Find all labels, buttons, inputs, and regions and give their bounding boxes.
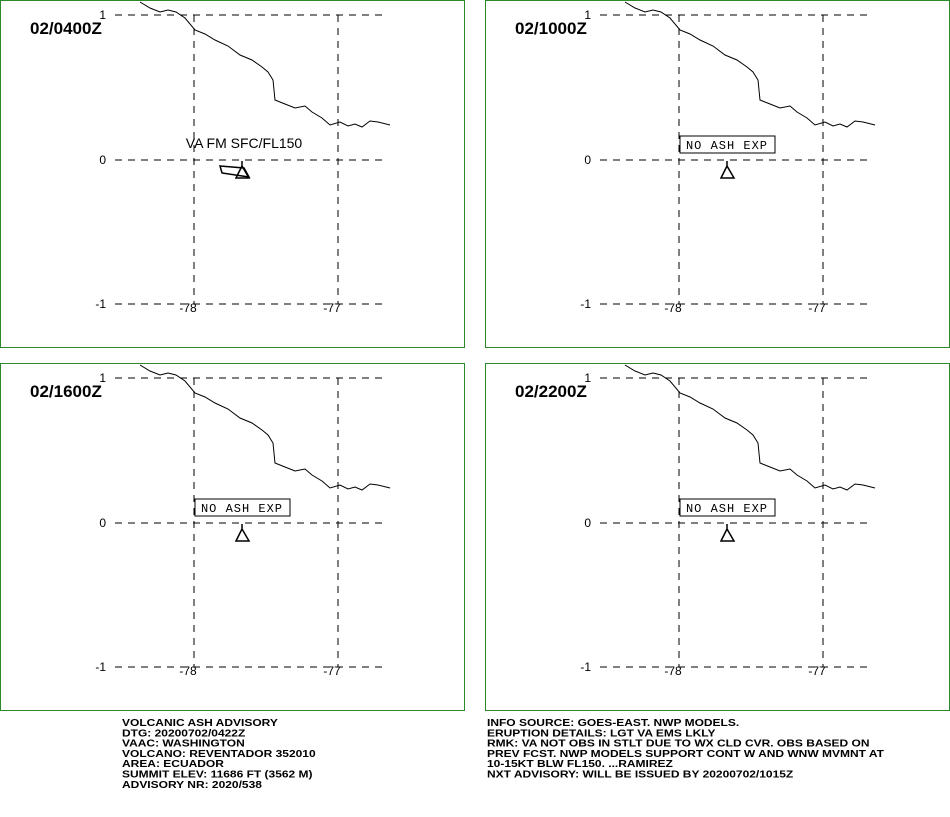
coastline: [139, 364, 391, 491]
ash-area: [218, 165, 251, 178]
map-panel: 1 0 -1 -78 -77 02/1000Z NO ASH EXP: [485, 0, 950, 348]
valid-time: 02/0400Z: [30, 19, 102, 38]
volcano-symbol: [234, 524, 251, 542]
advisory-line: VOLCANO: REVENTADOR 352010: [122, 749, 316, 760]
annotation: NO ASH EXP: [686, 139, 768, 153]
advisory-line: AREA: ECUADOR: [122, 759, 224, 770]
lat-label: 0: [584, 153, 591, 167]
lon-label: -77: [808, 301, 826, 315]
panel-frame: [0, 363, 465, 711]
lat-label: 0: [584, 516, 591, 530]
lat-label: -1: [95, 297, 106, 311]
annotation-box: [679, 135, 776, 154]
valid-time: 02/1000Z: [515, 19, 587, 38]
lat-label: -1: [95, 660, 106, 674]
map-panel: 1 0 -1 -78 -77 02/0400Z VA FM SFC/FL150: [0, 0, 465, 348]
advisory-line: ERUPTION DETAILS: LGT VA EMS LKLY: [487, 728, 716, 739]
advisory-line: 10-15KT BLW FL150. ...RAMIREZ: [487, 759, 673, 770]
lat-label: 0: [99, 516, 106, 530]
advisory-line: NXT ADVISORY: WILL BE ISSUED BY 20200702…: [487, 769, 793, 780]
lat-label: -1: [580, 297, 591, 311]
advisory-line: DTG: 20200702/0422Z: [122, 728, 246, 739]
lon-label: -78: [179, 301, 197, 315]
coastline: [624, 364, 876, 491]
lon-label: -78: [664, 301, 682, 315]
lon-label: -78: [664, 664, 682, 678]
lat-label: 1: [99, 8, 106, 22]
advisory-line: VAAC: WASHINGTON: [122, 738, 245, 749]
coastline: [139, 1, 391, 128]
lat-label: 0: [99, 153, 106, 167]
annotation: NO ASH EXP: [686, 502, 768, 516]
advisory-line: INFO SOURCE: GOES-EAST. NWP MODELS.: [487, 718, 739, 729]
advisory-line: PREV FCST. NWP MODELS SUPPORT CONT W AND…: [487, 749, 884, 760]
volcano-symbol: [719, 524, 736, 542]
lat-label: 1: [99, 371, 106, 385]
annotation-box: [679, 498, 776, 517]
valid-time: 02/2200Z: [515, 382, 587, 401]
lon-label: -77: [323, 664, 341, 678]
advisory-line: VOLCANIC ASH ADVISORY: [122, 718, 278, 729]
lat-label: -1: [580, 660, 591, 674]
advisory-line: ADVISORY NR: 2020/538: [122, 780, 262, 791]
annotation-box: [194, 498, 291, 517]
advisory-line: RMK: VA NOT OBS IN STLT DUE TO WX CLD CV…: [487, 738, 870, 749]
valid-time: 02/1600Z: [30, 382, 102, 401]
volcano-symbol: [719, 161, 736, 179]
annotation: NO ASH EXP: [201, 502, 283, 516]
panel-frame: [485, 0, 950, 348]
annotation: VA FM SFC/FL150: [186, 135, 303, 151]
map-panel: 1 0 -1 -78 -77 02/1600Z NO ASH EXP: [0, 363, 465, 711]
lon-label: -78: [179, 664, 197, 678]
lon-label: -77: [323, 301, 341, 315]
map-panel: 1 0 -1 -78 -77 02/2200Z NO ASH EXP: [485, 363, 950, 711]
coastline: [624, 1, 876, 128]
lat-label: 1: [584, 8, 591, 22]
advisory-line: SUMMIT ELEV: 11686 FT (3562 M): [122, 769, 313, 780]
panel-frame: [485, 363, 950, 711]
lon-label: -77: [808, 664, 826, 678]
lat-label: 1: [584, 371, 591, 385]
